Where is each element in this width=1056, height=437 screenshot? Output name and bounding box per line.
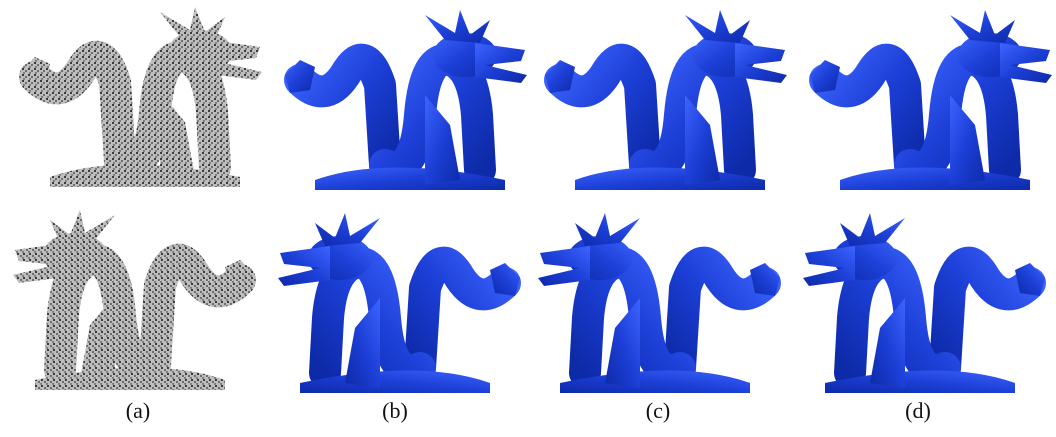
panel-label: (b) [382,398,408,423]
panel-label: (d) [905,398,931,423]
panel-d [803,10,1052,393]
figure: (a) (b) (c) (d) [0,0,1056,437]
panel-c [538,10,787,393]
panel-label: (c) [646,398,670,423]
panel-label: (a) [126,398,150,423]
panel-b [278,10,527,393]
panel-a [13,7,262,390]
